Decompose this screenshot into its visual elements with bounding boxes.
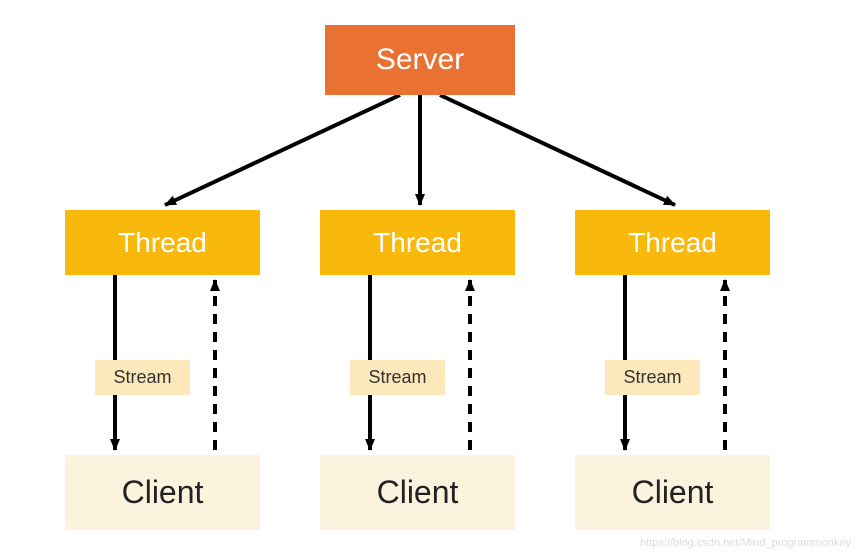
- stream-text: Stream: [368, 367, 426, 388]
- server-label: Server: [376, 43, 464, 77]
- client-label: Client: [122, 474, 204, 511]
- client-node-1: Client: [320, 455, 515, 530]
- thread-node-0: Thread: [65, 210, 260, 275]
- stream-text: Stream: [113, 367, 171, 388]
- server-thread-client-diagram: Server Thread Thread Thread Client Clien…: [0, 0, 861, 557]
- thread-label: Thread: [628, 227, 717, 259]
- stream-label-1: Stream: [350, 360, 445, 395]
- server-node: Server: [325, 25, 515, 95]
- thread-label: Thread: [118, 227, 207, 259]
- thread-node-1: Thread: [320, 210, 515, 275]
- client-node-2: Client: [575, 455, 770, 530]
- client-node-0: Client: [65, 455, 260, 530]
- thread-node-2: Thread: [575, 210, 770, 275]
- client-label: Client: [377, 474, 459, 511]
- watermark: https://blog.csdn.net/Mind_programmonkey: [640, 537, 851, 549]
- client-label: Client: [632, 474, 714, 511]
- stream-text: Stream: [623, 367, 681, 388]
- thread-label: Thread: [373, 227, 462, 259]
- stream-label-0: Stream: [95, 360, 190, 395]
- stream-label-2: Stream: [605, 360, 700, 395]
